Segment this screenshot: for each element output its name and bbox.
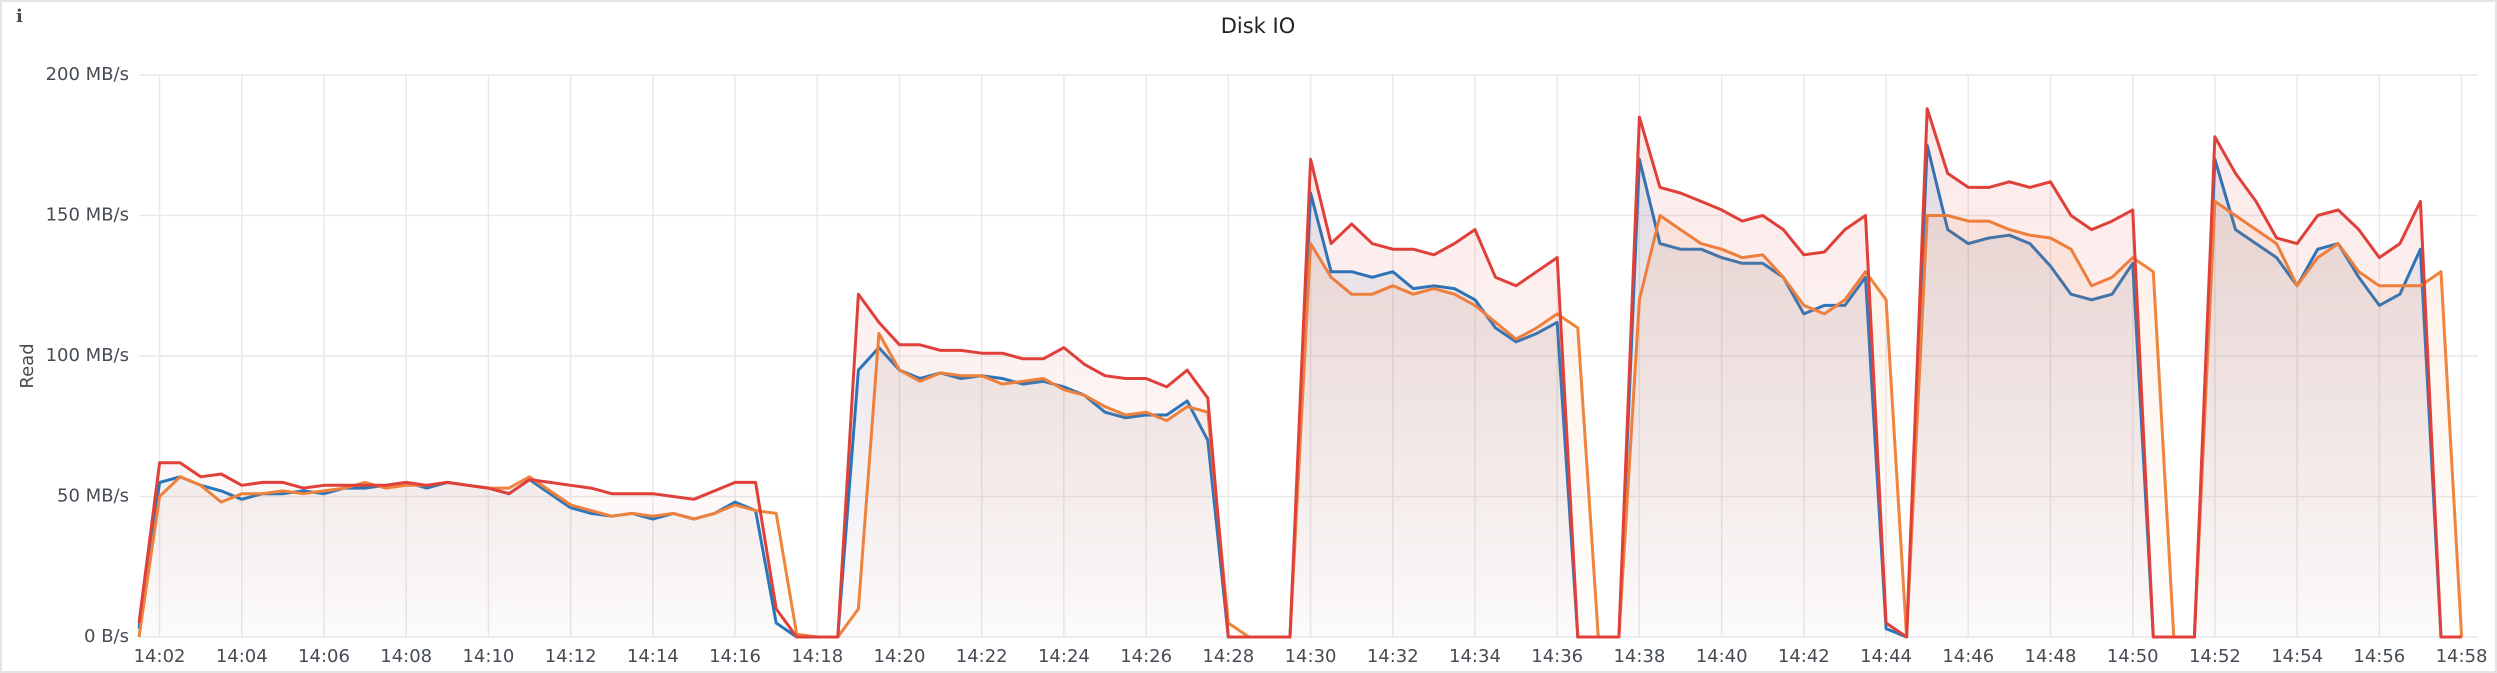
y-tick-label: 50 MB/s xyxy=(57,486,129,507)
x-tick-label: 14:58 xyxy=(2436,646,2488,667)
x-tick-label: 14:16 xyxy=(709,646,761,667)
x-tick-label: 14:34 xyxy=(1449,646,1501,667)
x-tick-label: 14:10 xyxy=(462,646,514,667)
y-tick-label: 100 MB/s xyxy=(46,345,129,366)
x-tick-label: 14:18 xyxy=(791,646,843,667)
x-tick-label: 14:56 xyxy=(2353,646,2405,667)
x-tick-label: 14:42 xyxy=(1778,646,1830,667)
x-tick-label: 14:50 xyxy=(2107,646,2159,667)
x-tick-label: 14:28 xyxy=(1202,646,1254,667)
y-tick-label: 150 MB/s xyxy=(46,205,129,226)
x-tick-label: 14:48 xyxy=(2025,646,2077,667)
x-tick-label: 14:44 xyxy=(1860,646,1912,667)
x-tick-label: 14:08 xyxy=(380,646,432,667)
series-line xyxy=(137,107,2462,639)
y-axis-label: Read xyxy=(17,343,38,388)
x-tick-label: 14:22 xyxy=(956,646,1008,667)
y-tick-label: 200 MB/s xyxy=(46,64,129,85)
x-tick-label: 14:02 xyxy=(134,646,186,667)
x-tick-label: 14:54 xyxy=(2271,646,2323,667)
x-tick-label: 14:26 xyxy=(1120,646,1172,667)
x-tick-label: 14:06 xyxy=(298,646,350,667)
x-tick-label: 14:40 xyxy=(1696,646,1748,667)
x-tick-label: 14:46 xyxy=(1942,646,1994,667)
chart-title: Disk IO xyxy=(1221,14,1296,38)
x-tick-label: 14:14 xyxy=(627,646,679,667)
x-tick-label: 14:32 xyxy=(1367,646,1419,667)
x-tick-label: 14:30 xyxy=(1285,646,1337,667)
x-tick-label: 14:24 xyxy=(1038,646,1090,667)
x-tick-label: 14:20 xyxy=(874,646,926,667)
x-tick-label: 14:52 xyxy=(2189,646,2241,667)
x-tick-label: 14:36 xyxy=(1531,646,1583,667)
info-icon[interactable]: i xyxy=(16,6,23,27)
x-tick-label: 14:38 xyxy=(1613,646,1665,667)
x-tick-label: 14:12 xyxy=(545,646,597,667)
y-tick-label: 0 B/s xyxy=(84,626,129,647)
x-tick-label: 14:04 xyxy=(216,646,268,667)
series-area xyxy=(139,108,2462,637)
